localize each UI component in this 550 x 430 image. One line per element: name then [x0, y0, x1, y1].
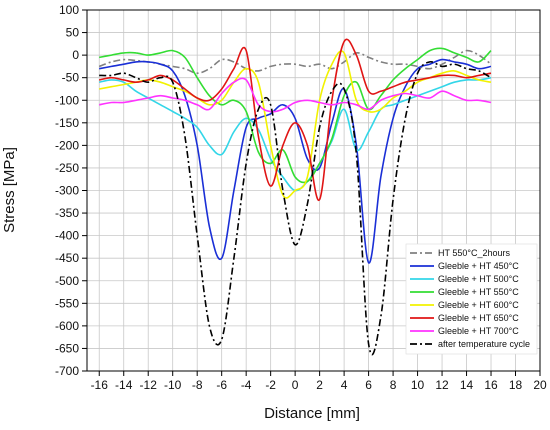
series-line-6 — [99, 38, 492, 201]
axis-ticks: -16 -14 -12 -10 -8 -6 -4 -2 0 2 4 6 8 10 12 14 16 18 20 100… — [55, 3, 547, 392]
y-tick-label: -500 — [55, 274, 79, 288]
y-tick-label: -550 — [55, 296, 79, 310]
y-tick-label: -50 — [62, 71, 80, 85]
legend-label: HT 550°C_2hours — [438, 248, 510, 258]
y-tick-label: -250 — [55, 161, 79, 175]
y-tick-label: -200 — [55, 138, 79, 152]
y-tick-label: 0 — [72, 48, 79, 62]
series-lines — [98, 38, 492, 356]
x-tick-label: 20 — [533, 378, 547, 392]
legend-label: Gleeble + HT 700°C — [438, 326, 519, 336]
x-tick-label: -6 — [216, 378, 227, 392]
y-tick-label: -650 — [55, 341, 79, 355]
x-tick-label: 10 — [411, 378, 425, 392]
legend-box — [405, 243, 538, 355]
x-tick-label: 14 — [460, 378, 474, 392]
legend-label: Gleeble + HT 600°C — [438, 300, 519, 310]
y-tick-label: -700 — [55, 364, 79, 378]
plot-frame — [86, 9, 541, 372]
x-tick-label: -2 — [265, 378, 276, 392]
x-tick-label: -12 — [140, 378, 158, 392]
x-tick-label: 18 — [509, 378, 523, 392]
x-tick-label: 2 — [316, 378, 323, 392]
y-tick-label: -450 — [55, 251, 79, 265]
x-tick-label: 4 — [341, 378, 348, 392]
legend-label: Gleeble + HT 650°C — [438, 313, 519, 323]
x-tick-label: 16 — [484, 378, 498, 392]
x-tick-label: 12 — [435, 378, 449, 392]
series-line-8 — [99, 60, 492, 356]
legend-label: Gleeble + HT 500°C — [438, 274, 519, 284]
x-tick-label: 6 — [365, 378, 372, 392]
y-tick-label: 50 — [66, 26, 80, 40]
x-tick-label: -10 — [164, 378, 182, 392]
x-tick-label: -16 — [91, 378, 109, 392]
series-line-2 — [99, 58, 492, 264]
y-tick-label: -100 — [55, 93, 79, 107]
series-line-7 — [99, 77, 492, 113]
legend-label: Gleeble + HT 450°C — [438, 261, 519, 271]
y-tick-label: 100 — [59, 3, 79, 17]
y-tick-label: -600 — [55, 319, 79, 333]
x-tick-label: 8 — [390, 378, 397, 392]
y-tick-label: -150 — [55, 116, 79, 130]
x-tick-label: -8 — [192, 378, 203, 392]
y-axis-label: Stress [MPa] — [1, 147, 18, 233]
y-tick-label: -300 — [55, 184, 79, 198]
series-line-4 — [99, 47, 492, 184]
legend-label: Gleeble + HT 550°C — [438, 287, 519, 297]
x-tick-label: -4 — [241, 378, 252, 392]
x-axis-label: Distance [mm] — [264, 405, 360, 422]
legend: HT 550°C_2hours Gleeble + HT 450°C Gleeble… — [405, 243, 538, 355]
x-tick-label: 0 — [292, 378, 299, 392]
y-tick-label: -350 — [55, 206, 79, 220]
legend-label: after temperature cycle — [438, 339, 530, 349]
x-tick-label: -14 — [115, 378, 133, 392]
y-tick-label: -400 — [55, 229, 79, 243]
